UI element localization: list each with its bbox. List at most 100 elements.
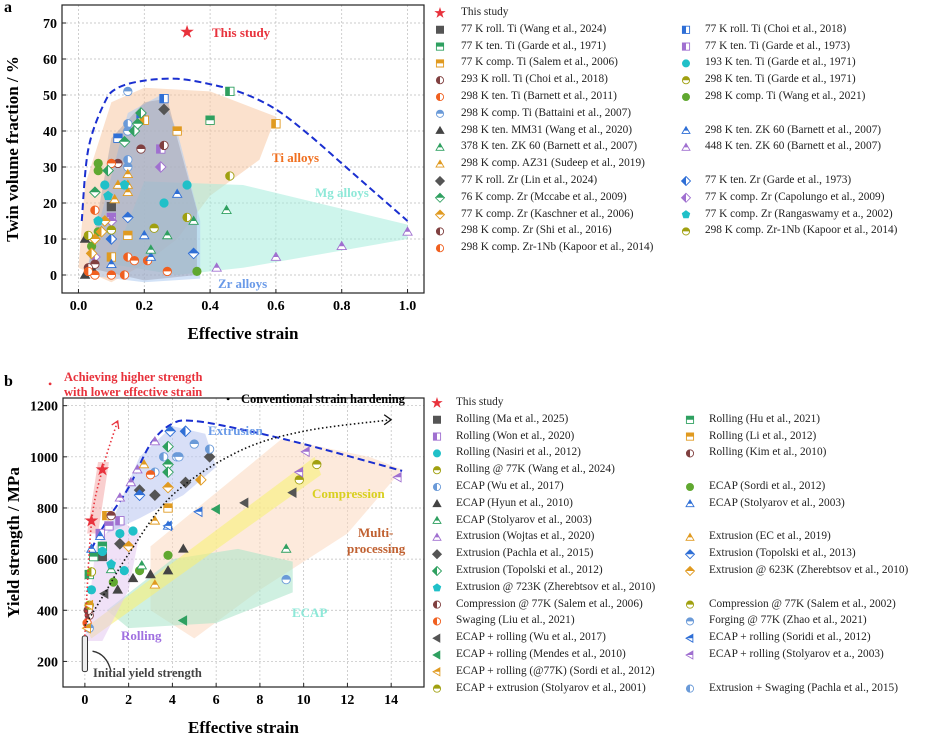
legend-marker-icon — [432, 583, 442, 592]
data-point — [105, 258, 117, 269]
legend-marker-icon — [434, 175, 446, 187]
legend-entry: Extrusion @ 723K (Zherebtsov et al., 201… — [456, 580, 656, 593]
data-point — [93, 215, 104, 226]
data-point — [106, 511, 116, 521]
data-point — [294, 475, 304, 485]
data-point — [149, 489, 161, 502]
data-point — [125, 476, 137, 487]
data-point — [136, 559, 148, 570]
data-point — [293, 466, 304, 478]
data-point — [162, 520, 172, 532]
arrow-head-icon — [111, 419, 120, 430]
data-point — [106, 202, 116, 212]
legend-entry: Extrusion (Topolski et al., 2013) — [709, 547, 856, 560]
legend-marker-icon — [680, 192, 692, 203]
legend-marker-icon — [680, 175, 692, 187]
legend-marker-icon — [432, 667, 441, 677]
legend-entry: Forging @ 77K (Zhao et al., 2021) — [709, 614, 867, 627]
legend-marker-icon — [685, 432, 695, 441]
data-point — [149, 223, 159, 233]
legend-marker-icon — [432, 449, 442, 458]
legend-marker-icon — [681, 227, 691, 236]
legend-entry: Rolling (Nasiri et al., 2012) — [456, 446, 581, 459]
data-point — [162, 565, 174, 575]
legend-marker-icon — [435, 59, 445, 68]
legend-marker-icon — [435, 142, 445, 151]
data-point — [159, 93, 169, 104]
data-point — [203, 451, 216, 463]
data-point — [162, 481, 174, 494]
legend-entry: Extrusion (Topolski et al., 2012) — [456, 564, 603, 576]
y-tick-label: 50 — [43, 89, 57, 104]
annotation-higher-strength: Achieving higher strength — [64, 370, 202, 384]
panel-label-a: a — [4, 0, 12, 16]
legend-entry: 77 K ten. Ti (Garde et al., 1973) — [705, 39, 850, 52]
data-point — [189, 439, 199, 449]
chart-b: 0 2 4 6 8 10 12 14 200 400 600 800 1000 1200 Effective… — [4, 370, 425, 737]
data-point — [174, 452, 184, 462]
legend-entry: 298 K comp. Zr-1Nb (Kapoor et al., 2014) — [461, 241, 654, 254]
legend-entry: ECAP (Hyun et al., 2010) — [456, 496, 573, 509]
legend-marker-icon — [435, 42, 445, 51]
annotation-multi: Multi- — [358, 525, 393, 540]
legend-entry: Compression @ 77K (Salem et al., 2006) — [456, 597, 643, 610]
legend-marker-icon — [432, 650, 441, 660]
legend-entry: Extrusion (Wojtas et al., 2020) — [456, 530, 595, 543]
data-point — [145, 244, 157, 254]
legend-entry: Rolling (Ma et al., 2025) — [456, 412, 569, 425]
legend-entry: Compression @ 77K (Salem et al., 2002) — [709, 597, 896, 610]
data-point — [336, 240, 348, 251]
legend-marker-icon — [432, 684, 442, 693]
data-point — [162, 266, 172, 277]
data-point — [102, 164, 114, 177]
pointer-arrow-icon — [92, 650, 112, 672]
legend-entry: ECAP + rolling (Mendes et al., 2010) — [456, 648, 626, 660]
legend-entry: Swaging (Liu et al., 2021) — [456, 614, 575, 627]
data-point — [133, 489, 146, 502]
data-point — [187, 247, 200, 260]
region-ecap — [106, 548, 293, 629]
annotation-initial-yield: Initial yield strength — [93, 666, 202, 680]
data-point — [392, 471, 402, 483]
data-point — [287, 487, 297, 498]
legend-marker-icon — [685, 684, 695, 693]
data-point — [163, 503, 173, 513]
x-tick-label: 10 — [297, 693, 311, 708]
legend-entry: This study — [461, 6, 509, 18]
data-point — [177, 615, 188, 626]
legend-marker-icon — [681, 93, 691, 101]
y-tick-label: 800 — [37, 502, 58, 517]
data-point — [83, 266, 93, 277]
data-point — [105, 233, 118, 245]
data-point — [211, 262, 223, 272]
data-point — [179, 476, 192, 489]
legend-entry: 77 K comp. Ti (Salem et al., 2006) — [461, 56, 618, 69]
data-point — [83, 230, 93, 241]
bullet-icon: • — [226, 392, 230, 406]
legend-entry: 77 K roll. Zr (Lin et al., 2024) — [461, 174, 598, 186]
legend-entry: Rolling (Won et al., 2020) — [456, 429, 575, 442]
data-point — [193, 506, 203, 518]
data-point — [281, 574, 291, 585]
data-point — [188, 215, 200, 225]
legend-marker-icon — [435, 109, 445, 118]
annotation-mg-alloys: Mg alloys — [315, 185, 369, 200]
y-tick-label: 70 — [43, 17, 57, 32]
x-tick-label: 0.6 — [267, 299, 285, 314]
legend-marker-icon — [436, 25, 444, 34]
legend-marker-icon — [685, 617, 695, 626]
data-point — [106, 270, 117, 280]
legend-marker-icon — [685, 449, 695, 458]
plot-frame — [61, 4, 425, 294]
legend-entry: 293 K roll. Ti (Choi et al., 2018) — [461, 73, 608, 86]
data-point — [119, 179, 130, 190]
legend-marker-icon — [434, 209, 446, 220]
x-tick-label: 2 — [125, 693, 132, 708]
data-point — [100, 180, 110, 190]
x-axis-label: Effective strain — [188, 324, 299, 343]
envelope-curve — [90, 419, 403, 550]
legend-marker-icon — [435, 227, 445, 236]
data-point — [300, 446, 310, 458]
data-point — [178, 543, 189, 553]
